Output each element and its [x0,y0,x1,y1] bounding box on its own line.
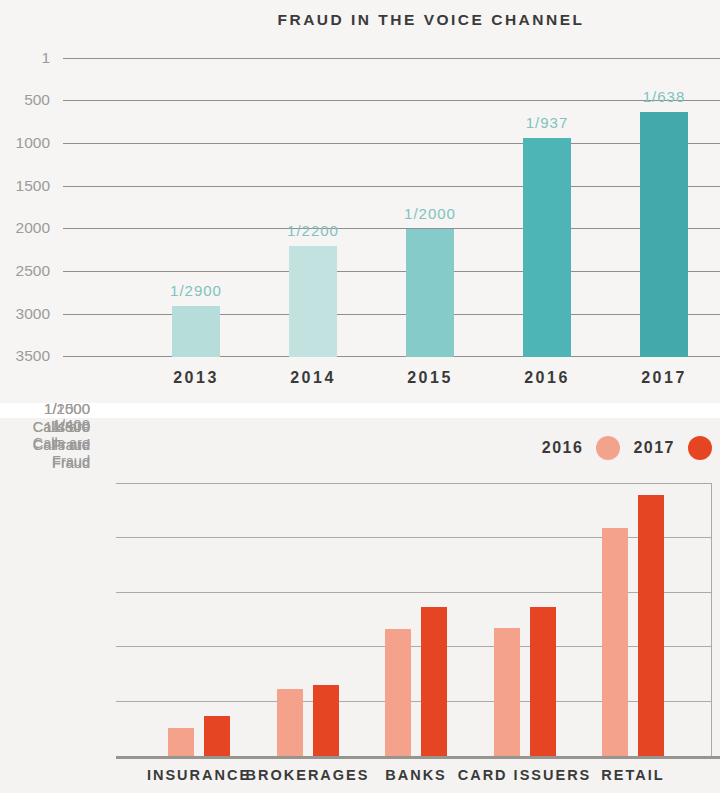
y-gridline [63,314,720,315]
legend-swatch-2017-circle [688,436,712,460]
y-tick-label: 3000 [0,306,50,322]
y-tick-label: 500 [0,92,50,108]
y-tick-label: 2000 [0,220,50,236]
bar-2017-banks [421,607,447,756]
y-gridline [116,483,712,484]
y-tick-label: 2500 [0,263,50,279]
fraud-by-industry-chart-panel: 2016 2017 1/400Calls are Fraud1/800Calls… [0,418,720,793]
bar-value-label: 1/2900 [141,282,251,300]
fraud-rate-label: 1/4500Calls are Fraud [0,417,90,472]
bar-2015 [406,229,454,357]
legend-swatch-2016-circle [596,436,620,460]
bar-2017-brokerages [313,685,339,756]
bar-value-label: 1/2200 [258,222,368,240]
y-tick-label: 1 [0,50,50,66]
bar-value-label: 1/2000 [375,205,485,223]
y-gridline [63,186,720,187]
y-gridline [63,143,720,144]
y-gridline [63,228,720,229]
bar-2016-retail [602,528,628,756]
bar-value-label: 1/638 [609,88,719,106]
bar-value-label: 1/937 [492,114,602,132]
plot-right-border [711,483,712,756]
chart-title: FRAUD IN THE VOICE CHANNEL [142,11,720,29]
legend: 2016 2017 [542,436,712,460]
bar-2016-insurance [168,728,194,756]
bar-2013 [172,306,220,357]
bar-2016-card-issuers [494,628,520,756]
y-gridline [63,271,720,272]
legend-label-2017: 2017 [633,439,675,457]
y-gridline [63,58,720,59]
x-category-label: 2017 [594,369,720,387]
bar-2016-banks [385,629,411,756]
bar-2017-card-issuers [530,607,556,756]
fraud-rate-caption: Calls are Fraud [0,436,90,472]
bar-2016 [523,138,571,357]
bar-2017-insurance [204,716,230,756]
y-tick-label: 1000 [0,135,50,151]
x-axis-baseline [116,756,720,759]
y-tick-label: 1500 [0,178,50,194]
x-category-label: RETAIL [563,767,703,783]
fraud-rate-value: 1/4500 [0,417,90,436]
bar-2017-retail [638,495,664,756]
bar-2014 [289,246,337,357]
bar-2016-brokerages [277,689,303,756]
fraud-trend-chart-panel: FRAUD IN THE VOICE CHANNEL 1500100015002… [0,0,720,403]
legend-label-2016: 2016 [542,439,584,457]
bar-2017 [640,112,688,357]
y-gridline [63,356,720,357]
y-tick-label: 3500 [0,348,50,364]
fraud-rate-value: 1/2000 [0,399,90,418]
